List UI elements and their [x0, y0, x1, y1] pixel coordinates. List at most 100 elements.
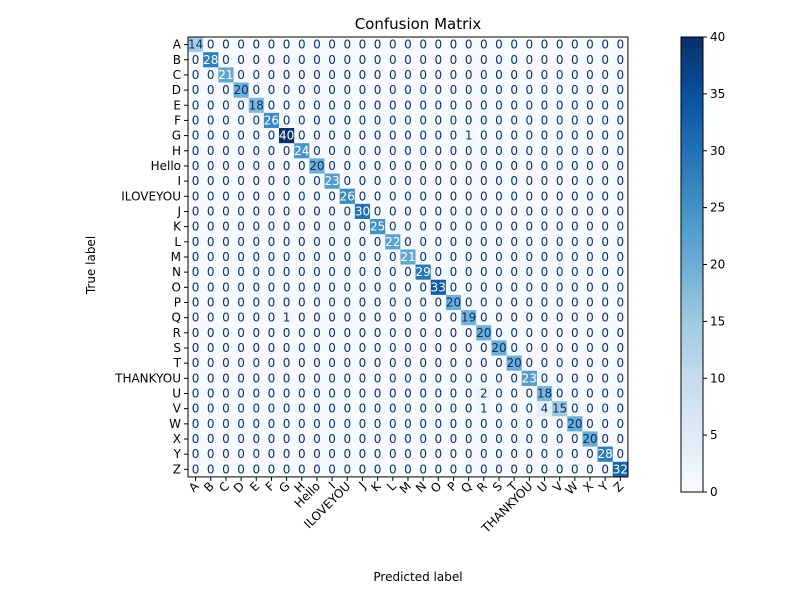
cell-value-label: 0	[586, 113, 594, 127]
heatmap-cell	[324, 173, 340, 189]
cell-value-label: 0	[465, 144, 473, 158]
heatmap-cell	[612, 401, 629, 417]
cell-value-label: 0	[252, 68, 260, 82]
colorbar-tick-label: 5	[710, 428, 718, 442]
heatmap-cell	[400, 264, 416, 281]
heatmap-cell	[521, 355, 538, 372]
heatmap-cell	[370, 37, 386, 53]
cell-value-label: 0	[268, 189, 276, 203]
cell-value-label: 0	[222, 98, 230, 112]
cell-value-label: 0	[328, 129, 336, 143]
heatmap-cell	[445, 385, 462, 402]
cell-value-label: 0	[601, 280, 609, 294]
heatmap-cell	[430, 279, 447, 296]
heatmap-cell	[263, 340, 280, 356]
heatmap-cell	[203, 279, 219, 296]
heatmap-cell	[309, 446, 325, 463]
cell-value-label: 0	[343, 265, 351, 279]
cell-value-label: 25	[370, 220, 385, 234]
cell-value-label: 0	[222, 144, 230, 158]
cell-value-label: 0	[374, 402, 382, 416]
cell-value-label: 0	[237, 447, 245, 461]
cell-value-label: 0	[192, 220, 200, 234]
cell-value-label: 0	[510, 371, 518, 385]
cell-value-label: 0	[450, 204, 458, 218]
heatmap-cell	[612, 264, 629, 281]
cell-value-label: 0	[601, 235, 609, 249]
heatmap-cell	[203, 446, 219, 463]
cell-value-label: 0	[601, 189, 609, 203]
cell-value-label: 0	[465, 83, 473, 97]
cell-value-label: 14	[188, 38, 203, 52]
heatmap-cell	[233, 325, 249, 341]
heatmap-cell	[506, 431, 523, 447]
y-tick-labels: ABCDEFGHHelloIILOVEYOUJKLMNOPQRSTTHANKYO…	[114, 38, 188, 476]
heatmap-cell	[203, 112, 219, 129]
cell-value-label: 0	[404, 220, 412, 234]
heatmap-cell	[430, 446, 447, 463]
heatmap-cell	[521, 340, 538, 356]
cell-value-label: 0	[480, 144, 488, 158]
cell-value-label: 21	[218, 68, 233, 82]
cell-value-label: 0	[207, 462, 215, 476]
heatmap-cell	[597, 385, 614, 402]
cell-value-label: 0	[283, 235, 291, 249]
cell-value-label: 0	[450, 220, 458, 234]
cell-value-label: 0	[252, 53, 260, 67]
heatmap-cell	[385, 416, 401, 432]
cell-value-label: 0	[571, 295, 579, 309]
cell-value-label: 0	[313, 432, 321, 446]
cell-value-label: 0	[541, 250, 549, 264]
cell-value-label: 0	[374, 341, 382, 355]
cell-value-label: 0	[268, 326, 276, 340]
heatmap-cell	[552, 67, 568, 83]
heatmap-cell	[294, 264, 310, 281]
heatmap-cell	[567, 279, 583, 296]
cell-value-label: 1	[465, 129, 473, 143]
heatmap-cell	[218, 128, 234, 144]
heatmap-cell	[354, 158, 371, 174]
cell-value-label: 0	[465, 204, 473, 218]
heatmap-cell	[279, 219, 295, 235]
cell-value-label: 0	[601, 68, 609, 82]
heatmap-cell	[552, 158, 568, 174]
heatmap-cell	[461, 431, 477, 447]
cell-value-label: 0	[571, 402, 579, 416]
cell-value-label: 0	[374, 189, 382, 203]
heatmap-cell	[597, 401, 614, 417]
cell-value-label: 0	[480, 159, 488, 173]
cell-value-label: 0	[434, 371, 442, 385]
cell-value-label: 0	[419, 53, 427, 67]
cell-value-label: 0	[556, 447, 564, 461]
cell-value-label: 0	[343, 462, 351, 476]
cell-value-label: 0	[207, 98, 215, 112]
cell-value-label: 0	[510, 220, 518, 234]
cell-value-label: 0	[313, 220, 321, 234]
heatmap-cell	[445, 52, 462, 68]
cell-value-label: 0	[237, 311, 245, 325]
heatmap-cell	[233, 431, 249, 447]
cell-value-label: 0	[313, 371, 321, 385]
cell-value-label: 0	[343, 386, 351, 400]
cell-value-label: 20	[507, 356, 522, 370]
cell-value-label: 0	[450, 144, 458, 158]
cell-value-label: 0	[207, 113, 215, 127]
cell-value-label: 0	[617, 159, 625, 173]
heatmap-cell	[445, 370, 462, 387]
cell-value-label: 0	[298, 265, 306, 279]
heatmap-cell	[521, 203, 538, 220]
cell-value-label: 0	[510, 83, 518, 97]
heatmap-cell	[415, 416, 432, 432]
heatmap-cell	[385, 370, 401, 387]
cell-value-label: 0	[298, 204, 306, 218]
heatmap-cell	[536, 446, 553, 463]
heatmap-cell	[536, 249, 553, 265]
heatmap-cell	[445, 355, 462, 372]
cell-value-label: 0	[404, 113, 412, 127]
heatmap-cell	[612, 310, 629, 326]
heatmap-cell	[400, 203, 416, 220]
cell-value-label: 0	[571, 159, 579, 173]
cell-value-label: 0	[571, 341, 579, 355]
heatmap-cell	[552, 173, 568, 189]
y-tick-label: L	[174, 235, 181, 249]
